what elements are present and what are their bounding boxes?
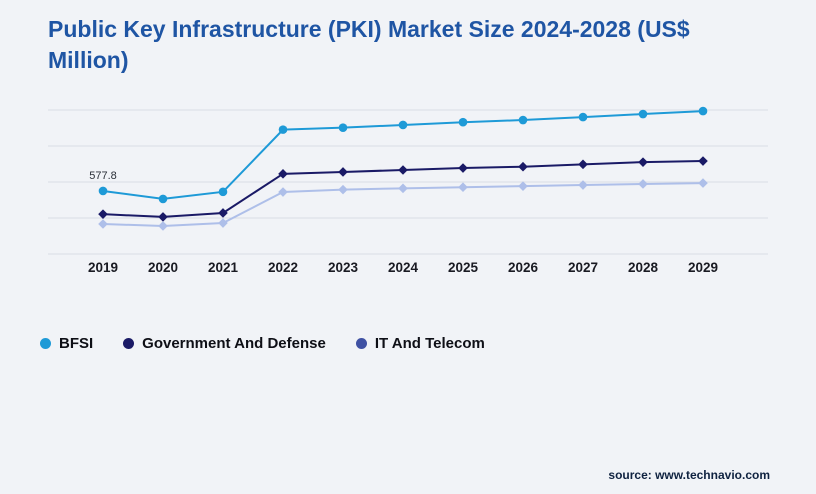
data-point	[158, 221, 168, 231]
x-tick-label: 2022	[268, 260, 298, 275]
data-point	[398, 165, 408, 175]
x-tick-label: 2025	[448, 260, 479, 275]
data-point	[278, 169, 288, 179]
chart-legend: BFSI Government And Defense IT And Telec…	[40, 335, 816, 352]
data-point	[218, 187, 228, 197]
legend-label: BFSI	[59, 335, 94, 353]
data-point	[278, 187, 288, 197]
data-point	[578, 112, 588, 122]
data-point	[518, 162, 528, 172]
data-point	[638, 179, 648, 189]
legend-dot-icon	[123, 338, 135, 350]
data-point	[398, 120, 408, 130]
legend-item-it-and-telecom: IT And Telecom	[355, 335, 485, 353]
line-chart: 2019 2020 2021 2022 2023 2024 2025 2026 2027 2028…	[48, 98, 816, 283]
page: { "title": "Public Key Infrastructure (P…	[0, 14, 816, 494]
data-point	[578, 180, 588, 190]
x-tick-label: 2021	[208, 260, 239, 275]
legend-dot-icon	[40, 338, 51, 350]
x-tick-label: 2023	[328, 260, 359, 275]
data-point	[338, 184, 348, 195]
chart-card: Public Key Infrastructure (PKI) Market S…	[0, 14, 816, 482]
data-point	[98, 186, 108, 196]
source-credit: source: www.technavio.com	[608, 468, 770, 482]
data-point	[398, 183, 408, 194]
x-tick-label: 2026	[508, 260, 539, 275]
data-point	[98, 219, 108, 229]
x-tick-label: 2024	[388, 260, 419, 275]
data-point	[98, 209, 108, 220]
data-point	[518, 181, 528, 192]
legend-item-government-and-defense: Government And Defense	[123, 335, 326, 352]
x-tick-label: 2027	[568, 260, 598, 275]
data-point	[638, 157, 648, 168]
x-tick-label: 2019	[88, 260, 118, 275]
data-point	[518, 115, 528, 125]
legend-dot-icon	[355, 338, 367, 350]
data-point	[278, 125, 288, 135]
x-tick-label: 2020	[148, 260, 178, 275]
legend-label: IT And Telecom	[374, 335, 485, 353]
x-tick-label: 2029	[688, 260, 718, 275]
data-point	[698, 178, 708, 188]
data-point	[458, 163, 468, 173]
data-point	[458, 182, 468, 193]
data-point	[578, 159, 588, 170]
chart-canvas: 2019 2020 2021 2022 2023 2024 2025 2026 2027 2028…	[48, 106, 768, 275]
data-point	[158, 194, 168, 204]
legend-item-bfsi: BFSI	[40, 335, 93, 352]
data-point	[698, 156, 708, 166]
data-point	[338, 123, 348, 133]
data-point	[158, 212, 168, 222]
data-point	[638, 109, 648, 119]
data-point	[218, 218, 228, 228]
chart-title: Public Key Infrastructure (PKI) Market S…	[48, 16, 690, 74]
data-label: 577.8	[89, 170, 117, 182]
data-point	[338, 167, 348, 177]
data-point	[698, 106, 708, 116]
x-tick-label: 2028	[628, 260, 659, 275]
legend-label: Government And Defense	[142, 335, 326, 353]
data-point	[458, 118, 468, 127]
data-point	[218, 208, 228, 218]
